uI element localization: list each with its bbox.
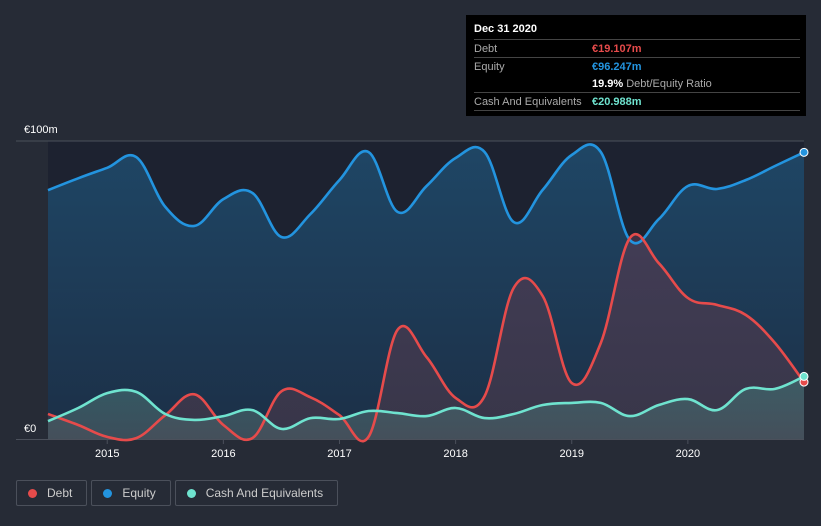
x-tick-label: 2015 bbox=[95, 448, 119, 460]
legend-dot-equity-icon bbox=[103, 488, 113, 498]
x-tick-label: 2018 bbox=[443, 448, 467, 460]
chart-legend: Debt Equity Cash And Equivalents bbox=[16, 480, 339, 506]
data-tooltip: Dec 31 2020 Debt €19.107m Equity €96.247… bbox=[466, 15, 806, 116]
cash-and-equivalents-endpoint-marker[interactable] bbox=[799, 371, 809, 381]
equity-endpoint-marker[interactable] bbox=[799, 147, 809, 157]
tooltip-debt-value: €19.107m bbox=[592, 43, 642, 55]
x-tick-label: 2016 bbox=[211, 448, 235, 460]
tooltip-row-equity: Equity €96.247m bbox=[474, 58, 800, 75]
legend-item-equity[interactable]: Equity bbox=[91, 480, 171, 506]
debt-area bbox=[48, 234, 804, 442]
tooltip-cash-label: Cash And Equivalents bbox=[474, 96, 582, 108]
debt-line bbox=[47, 233, 806, 443]
tooltip-row-cash: Cash And Equivalents €20.988m bbox=[474, 93, 800, 111]
tooltip-row-debt: Debt €19.107m bbox=[474, 40, 800, 58]
y-tick-label-0: €0 bbox=[24, 423, 36, 435]
tooltip-cash-value: €20.988m bbox=[592, 96, 642, 108]
tooltip-equity-value: €96.247m bbox=[592, 61, 642, 73]
legend-dot-cash-icon bbox=[186, 488, 196, 498]
x-tick-label: 2017 bbox=[327, 448, 351, 460]
x-tick-label: 2019 bbox=[559, 448, 583, 460]
tooltip-date: Dec 31 2020 bbox=[474, 23, 800, 40]
legend-label-equity: Equity bbox=[122, 486, 156, 500]
legend-item-debt[interactable]: Debt bbox=[16, 480, 88, 506]
cash-and-equivalents-area bbox=[48, 376, 804, 439]
tooltip-debt-label: Debt bbox=[474, 43, 498, 55]
x-tick-label: 2020 bbox=[676, 448, 700, 460]
equity-line bbox=[47, 143, 805, 245]
legend-dot-debt-icon bbox=[28, 488, 37, 498]
tooltip-ratio-spacer bbox=[474, 78, 592, 90]
tooltip-equity-label: Equity bbox=[474, 61, 505, 73]
tooltip-ratio-label: Debt/Equity Ratio bbox=[626, 78, 712, 90]
legend-label-cash: Cash And Equivalents bbox=[205, 486, 324, 500]
tooltip-row-ratio: 19.9% Debt/Equity Ratio bbox=[474, 75, 800, 93]
tooltip-ratio-value: 19.9% bbox=[592, 78, 624, 90]
legend-item-cash[interactable]: Cash And Equivalents bbox=[174, 480, 339, 506]
cash-and-equivalents-line bbox=[47, 375, 805, 431]
y-tick-label-100: €100m bbox=[24, 124, 58, 136]
legend-label-debt: Debt bbox=[47, 486, 73, 500]
